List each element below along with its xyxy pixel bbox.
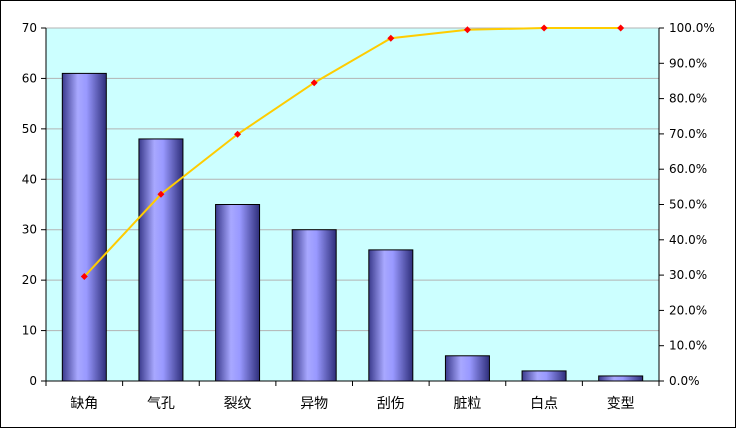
cumulative-marker-2 (157, 190, 165, 198)
cumulative-marker-6 (463, 26, 471, 34)
bar-series (61, 72, 644, 382)
right-tick-label: 50.0% (669, 198, 707, 212)
right-tick-label: 40.0% (669, 233, 707, 247)
category-label: 气孔 (147, 396, 175, 412)
left-tick-label: 70 (22, 21, 37, 35)
right-tick-label: 70.0% (669, 127, 707, 141)
right-tick-label: 60.0% (669, 162, 707, 176)
category-label: 变型 (607, 396, 635, 412)
category-label: 刮伤 (377, 396, 405, 412)
category-label: 裂纹 (224, 396, 252, 412)
left-tick-label: 60 (22, 71, 37, 85)
cumulative-line (83, 27, 621, 278)
plot-area (45, 27, 660, 382)
cumulative-marker-8 (617, 24, 625, 32)
cumulative-marker-4 (310, 79, 318, 87)
right-tick-label: 90.0% (669, 56, 707, 70)
right-tick-label: 10.0% (669, 339, 707, 353)
bar-5 (368, 249, 414, 382)
bar-4 (291, 229, 337, 382)
bar-7 (521, 370, 567, 382)
bar-8 (598, 375, 644, 382)
left-tick-label: 50 (22, 122, 37, 136)
cumulative-marker-7 (540, 24, 548, 32)
axes (41, 27, 664, 386)
category-label: 脏粒 (453, 396, 481, 412)
right-tick-label: 20.0% (669, 303, 707, 317)
bar-6 (444, 355, 490, 382)
cumulative-marker-1 (80, 273, 88, 281)
axis-labels: 0 10 20 30 40 50 60 70 0.0% 10.0% 20.0% 30.0% 40.0% 5… (22, 21, 715, 412)
cumulative-line-series (80, 24, 625, 281)
bar-2 (138, 138, 184, 382)
cumulative-marker-5 (387, 34, 395, 42)
left-tick-label: 30 (22, 223, 37, 237)
category-label: 白点 (530, 396, 558, 412)
right-tick-label: 80.0% (669, 92, 707, 106)
category-label: 缺角 (70, 396, 98, 412)
left-tick-label: 0 (29, 374, 37, 388)
left-tick-label: 10 (22, 324, 37, 338)
bar-3 (215, 204, 261, 382)
cumulative-marker-3 (234, 130, 242, 138)
bar-1 (61, 72, 107, 382)
right-tick-label: 100.0% (669, 21, 715, 35)
left-tick-label: 20 (22, 273, 37, 287)
left-tick-label: 40 (22, 172, 37, 186)
right-tick-label: 0.0% (669, 374, 700, 388)
category-label: 异物 (300, 396, 328, 412)
right-tick-label: 30.0% (669, 268, 707, 282)
